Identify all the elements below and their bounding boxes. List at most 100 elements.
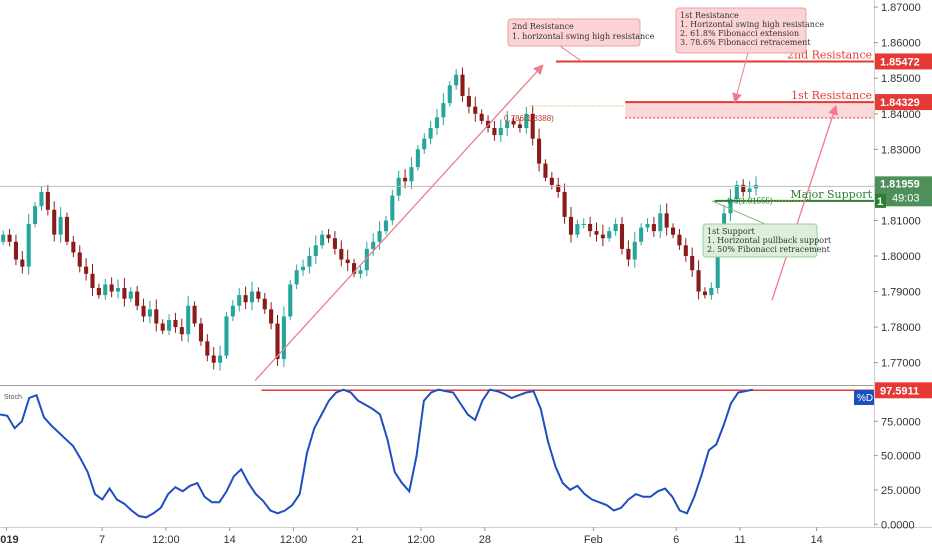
time-tick-label: 28 (479, 534, 491, 546)
candle-body (632, 241, 637, 260)
svg-text:1.81959: 1.81959 (880, 178, 920, 190)
stoch-tick-label: 50.0000 (881, 451, 921, 463)
candle-body (588, 224, 593, 232)
time-tick-label: 12:00 (407, 534, 435, 546)
stoch-level-tag: 97.5911 (875, 382, 932, 399)
candle-body (71, 241, 76, 253)
callout-box (702, 223, 818, 258)
candle-body (498, 128, 503, 136)
time-tick-label: 11 (734, 534, 745, 546)
candlestick-series (1, 67, 759, 371)
candle-body (460, 74, 465, 96)
candle-body (294, 270, 299, 285)
candle-body (441, 103, 446, 118)
candle-body (26, 224, 31, 267)
stoch-axis[interactable]: 75.0000 50.0000 25.0000 0.0000 (874, 416, 921, 531)
callout-line: 3. 78.6% Fibonacci retracement (680, 38, 811, 47)
candle-body (186, 305, 191, 335)
time-tick-label: Feb (584, 534, 603, 546)
candle-body (7, 234, 12, 242)
callout-pointer (559, 45, 583, 62)
candle-body (326, 234, 331, 239)
candle-body (109, 284, 114, 292)
candle-body (530, 113, 535, 139)
candle-body (454, 74, 459, 86)
candle-body (135, 291, 140, 306)
price-panel[interactable] (0, 0, 874, 384)
callout-line: 2. 61.8% Fibonacci extension (680, 29, 799, 38)
time-tick-label: 12:00 (152, 534, 180, 546)
candle-body (364, 248, 369, 271)
price-tick-label: 1.78000 (881, 322, 921, 334)
candle-body (90, 273, 95, 288)
callout-title: 2nd Resistance (512, 22, 574, 31)
candle-body (33, 206, 38, 224)
candle-body (683, 245, 688, 256)
callout-line: 1. Horizontal pullback support (707, 236, 832, 245)
candle-body (479, 113, 484, 121)
candle-body (358, 270, 363, 274)
callout-box (675, 7, 807, 54)
price-tick-label: 1.79000 (881, 287, 921, 299)
candle-body (154, 309, 159, 324)
candle-body (13, 241, 18, 260)
candle-body (96, 288, 101, 296)
candle-body (39, 192, 44, 207)
candle-body (492, 128, 497, 136)
first-support-callout[interactable]: 1st Support 1. Horizontal pullback suppo… (702, 200, 832, 258)
candle-body (198, 323, 203, 342)
candle-body (141, 305, 146, 317)
candle-body (211, 355, 216, 363)
second-resistance-price-tag: 1.85472 (875, 53, 932, 70)
fib-786-label: 0.786(1.8388) (504, 114, 554, 123)
callout-title: 1st Resistance (680, 11, 739, 20)
candle-body (664, 213, 669, 228)
time-tick-label: 21 (351, 534, 363, 546)
candle-body (709, 288, 714, 296)
svg-text:1.85472: 1.85472 (880, 56, 920, 68)
candle-body (352, 263, 357, 274)
candle-body (313, 245, 318, 256)
candle-body (390, 195, 395, 221)
time-tick-label: 14 (224, 534, 236, 546)
second-resistance-callout[interactable]: 2nd Resistance 1. horizontal swing high … (507, 18, 655, 62)
price-tick-label: 1.81000 (881, 215, 921, 227)
candle-body (58, 216, 63, 235)
candle-body (224, 316, 229, 356)
candle-body (594, 231, 599, 235)
candle-body (619, 224, 625, 249)
price-tick-label: 1.86000 (881, 38, 921, 50)
stoch-panel[interactable] (0, 387, 874, 527)
stoch-legend-badge[interactable]: %D (854, 390, 874, 405)
candle-body (64, 216, 70, 242)
candle-body (677, 234, 682, 246)
candle-body (537, 138, 542, 164)
second-resistance-label: 2nd Resistance (787, 48, 872, 61)
candle-body (613, 224, 618, 232)
callout-pointer (711, 200, 766, 225)
candle-body (434, 117, 440, 128)
candle-body (281, 316, 286, 360)
time-axis[interactable]: 2019 7 12:00 14 12:00 21 12:00 28 Feb 6 11 14 (0, 527, 823, 546)
candle-body (473, 106, 478, 114)
candle-body (237, 295, 242, 306)
uptrend-arrow (254, 64, 544, 381)
price-tick-label: 1.84000 (881, 109, 921, 121)
rebound-arrow (771, 104, 838, 301)
candle-timer: 49:03 (892, 192, 920, 204)
candle-body (243, 295, 248, 303)
candle-body (307, 256, 312, 267)
first-resistance-label: 1st Resistance (791, 89, 872, 102)
price-tick-label: 1.77000 (881, 358, 921, 370)
candle-body (249, 291, 255, 303)
price-tick-label: 1.85000 (881, 73, 921, 85)
callout-box (507, 18, 641, 47)
candle-body (320, 234, 325, 246)
first-resistance-callout[interactable]: 1st Resistance 1. Horizontal swing high … (675, 7, 824, 104)
candle-body (415, 149, 420, 168)
candle-body (179, 327, 184, 335)
candle-body (447, 85, 452, 104)
candle-body (262, 298, 267, 310)
candle-body (556, 184, 561, 192)
candle-body (339, 248, 344, 260)
